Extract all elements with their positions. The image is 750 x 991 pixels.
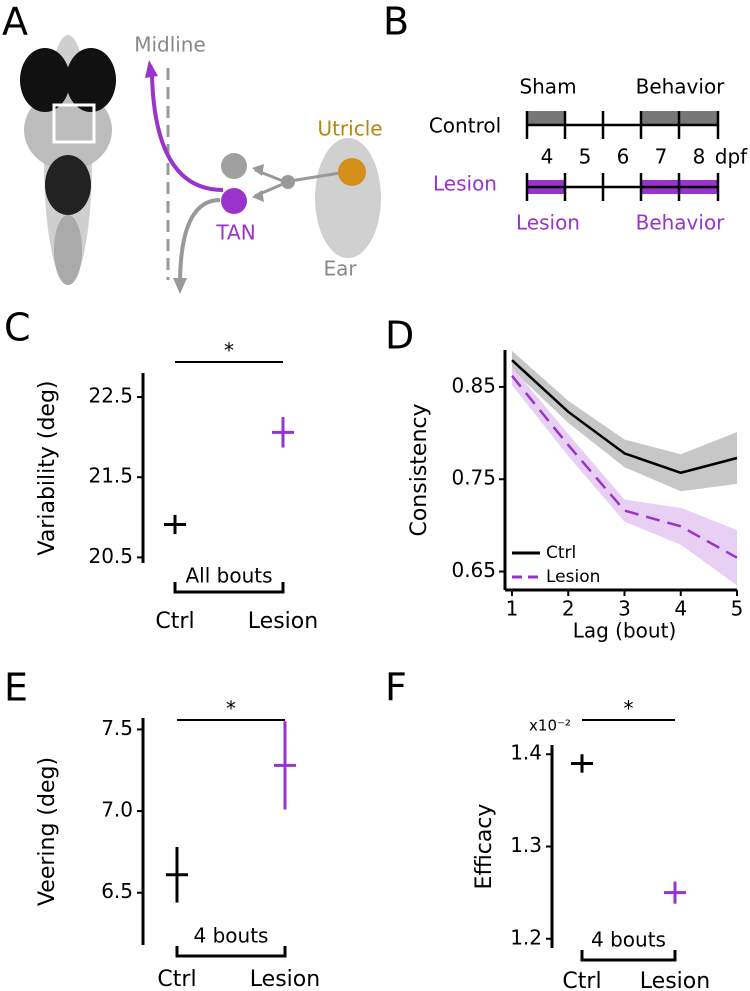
y-tick-label: 7.5 <box>101 716 133 740</box>
panel-label: B <box>383 0 409 44</box>
day-label: 6 <box>617 145 630 169</box>
day-label: 7 <box>655 145 668 169</box>
diagram-label: Midline <box>134 33 206 57</box>
y-tick-label: 1.4 <box>510 741 542 765</box>
category-frame <box>173 582 285 594</box>
timeline <box>525 111 720 201</box>
x-tick-label: 5 <box>731 597 744 621</box>
y-tick-label: 1.3 <box>510 833 542 857</box>
note: 4 bouts <box>194 924 269 948</box>
panel-label: F <box>385 666 407 710</box>
note: All bouts <box>185 564 272 588</box>
panel-label: C <box>4 306 31 350</box>
panel-label: D <box>385 314 414 358</box>
x-tick-label: 2 <box>562 597 575 621</box>
panel-label: E <box>4 666 28 710</box>
timeline-label: Behavior <box>636 75 726 99</box>
x-tick-label: Lesion <box>248 609 318 634</box>
y-axis-label: Efficacy <box>472 804 497 890</box>
y-tick-label: 20.5 <box>88 544 133 568</box>
category-frame <box>580 950 677 962</box>
category-frame <box>175 946 287 958</box>
y-axis-label: Variability (deg) <box>35 380 60 555</box>
timeline-label: Lesion <box>516 211 580 235</box>
x-axis-label: Lag (bout) <box>573 619 677 643</box>
y-tick-label: 0.85 <box>451 373 496 397</box>
diagram-label: Ear <box>323 257 357 281</box>
series-line <box>511 375 738 559</box>
y-tick-label: 6.5 <box>101 879 133 903</box>
row-label: Lesion <box>433 172 497 196</box>
day-label: 5 <box>579 145 592 169</box>
x-tick-label: Ctrl <box>155 609 194 634</box>
significance: * <box>224 339 234 363</box>
timeline-label: Behavior <box>636 211 726 235</box>
series-line <box>511 359 738 475</box>
circuit-diagram <box>145 60 381 294</box>
larva-image <box>10 35 120 285</box>
y-axis-label: Veering (deg) <box>35 757 60 906</box>
diagram-label: Utricle <box>317 117 382 141</box>
panel-label: A <box>2 0 28 44</box>
y-tick-label: 0.65 <box>451 558 496 582</box>
y-tick-label: 0.75 <box>451 466 496 490</box>
x-tick-label: Ctrl <box>562 969 601 991</box>
timeline-label: Sham <box>519 75 576 99</box>
y-tick-label: 22.5 <box>88 384 133 408</box>
x-tick-label: Ctrl <box>157 967 196 991</box>
legend-label: Lesion <box>546 567 600 587</box>
error-band <box>512 366 737 586</box>
x-tick-label: 4 <box>674 597 687 621</box>
day-unit: dpf <box>715 145 748 169</box>
note: 4 bouts <box>591 928 666 952</box>
day-label: 4 <box>541 145 554 169</box>
error-band <box>512 350 737 492</box>
y-tick-label: 21.5 <box>88 464 133 488</box>
x-tick-label: 1 <box>506 597 519 621</box>
diagram-label: TAN <box>215 221 255 245</box>
y-axis-label: Consistency <box>407 403 432 536</box>
y-tick-label: 7.0 <box>101 798 133 822</box>
x-tick-label: Lesion <box>250 967 320 991</box>
row-label: Control <box>429 114 501 138</box>
axis-multiplier: x10⁻² <box>529 717 571 735</box>
y-tick-label: 1.2 <box>510 925 542 949</box>
significance: * <box>226 697 236 721</box>
x-tick-label: 3 <box>618 597 631 621</box>
significance: * <box>624 697 634 721</box>
x-tick-label: Lesion <box>640 969 710 991</box>
legend-label: Ctrl <box>546 543 576 563</box>
day-label: 8 <box>693 145 706 169</box>
